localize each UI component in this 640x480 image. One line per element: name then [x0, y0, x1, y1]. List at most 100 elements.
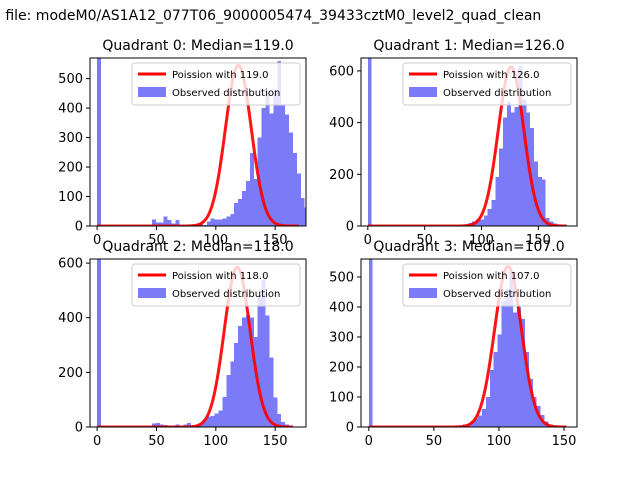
histogram-bar [474, 418, 479, 427]
x-tick-label: 0 [365, 434, 373, 449]
axes-frame [360, 258, 578, 428]
histogram-bar [234, 203, 239, 226]
y-tick-label: 200 [58, 161, 83, 176]
y-tick-label: 400 [329, 301, 354, 316]
histogram-bar [253, 336, 258, 427]
histogram-bar [296, 173, 301, 226]
histogram-bar [513, 312, 518, 427]
legend: Poission with 107.0 Observed distribution [402, 263, 572, 307]
subplot-title: Quadrant 1: Median=126.0 [373, 38, 564, 54]
histogram-bar [524, 352, 529, 427]
y-axis: 0 100 200 300 400 500 [329, 271, 361, 436]
y-tick-label: 0 [346, 220, 354, 235]
x-tick-label: 100 [487, 434, 512, 449]
legend-label: Observed distribution [443, 289, 551, 300]
histogram-bar [493, 352, 498, 427]
subplot-title: Quadrant 2: Median=118.0 [102, 239, 293, 255]
y-tick-label: 600 [58, 257, 83, 272]
axes-frame [360, 57, 578, 227]
y-tick-label: 400 [58, 311, 83, 326]
y-tick-label: 500 [329, 271, 354, 286]
histogram-bar [485, 397, 490, 427]
histogram-bar [541, 179, 546, 226]
histogram-bar [202, 224, 207, 226]
histogram-bar [277, 60, 282, 226]
legend-patch-swatch [138, 288, 166, 298]
histogram-bar [281, 104, 286, 226]
histogram-bar [300, 198, 305, 226]
histogram-bar [245, 181, 250, 226]
histogram-bar [528, 379, 533, 427]
histogram-bar [222, 396, 227, 427]
subplot-quadrant-2: Quadrant 2: Median=118.0 0 50 100 150 0 200 400… [58, 239, 307, 449]
x-axis: 0 50 100 150 [93, 427, 288, 449]
y-tick-label: 300 [58, 131, 83, 146]
histogram-bar [214, 413, 219, 427]
legend-label: Observed distribution [172, 289, 280, 300]
histogram-bar [367, 58, 372, 226]
x-tick-label: 150 [526, 233, 551, 248]
legend-box [402, 263, 572, 307]
histogram-bar [155, 422, 160, 427]
histogram-bar [534, 161, 538, 226]
histogram-bar [495, 176, 500, 226]
y-tick-label: 500 [58, 72, 83, 87]
histogram-bar [151, 423, 156, 427]
histogram-bar [514, 107, 519, 226]
histogram-bar [249, 317, 254, 427]
histogram-bar [202, 419, 207, 427]
histogram-bar [479, 219, 484, 226]
x-tick-label: 50 [148, 233, 165, 248]
x-axis: 0 50 100 150 [365, 427, 577, 449]
histogram-bar [497, 334, 502, 427]
histogram-bar [226, 216, 231, 226]
histogram-bar [151, 219, 156, 226]
histogram-bar [505, 289, 510, 427]
y-axis: 0 100 200 300 400 500 [58, 72, 90, 235]
histogram-bar [491, 200, 496, 226]
axes-frame [89, 258, 307, 428]
subplot-quadrant-0: Quadrant 0: Median=119.0 0 50 100 150 0 100 200… [58, 38, 307, 248]
histogram-bar [253, 178, 258, 226]
histogram-bar [289, 132, 293, 226]
legend-label: Poission with 119.0 [172, 70, 268, 81]
histogram-bar [522, 99, 527, 226]
y-tick-label: 400 [58, 102, 83, 117]
histogram-bar [242, 317, 246, 427]
x-tick-label: 150 [552, 434, 577, 449]
legend-patch-swatch [409, 288, 437, 298]
histogram-bar [261, 108, 266, 226]
subplot-title: Quadrant 3: Median=107.0 [373, 239, 564, 255]
x-tick-label: 50 [148, 434, 165, 449]
poisson-curve [96, 63, 300, 226]
subplot-quadrant-1: Quadrant 1: Median=126.0 0 50 100 150 0 200 400… [329, 38, 578, 248]
legend-patch-swatch [138, 87, 166, 97]
legend-label: Observed distribution [172, 88, 280, 99]
x-tick-label: 100 [469, 233, 494, 248]
x-tick-label: 50 [416, 233, 433, 248]
histogram-bar [187, 422, 192, 427]
histogram-bar [163, 216, 168, 226]
histogram-bar [537, 176, 542, 226]
histogram-bar [97, 58, 102, 226]
x-tick-label: 0 [93, 233, 101, 248]
histogram-bar [368, 259, 373, 427]
legend: Poission with 118.0 Observed distribution [131, 263, 301, 307]
histogram-bar [155, 222, 160, 226]
histogram-bar [230, 361, 235, 427]
histogram-bar [532, 397, 537, 427]
histogram-bar [214, 219, 219, 226]
histogram-bar [281, 422, 286, 427]
legend-label: Observed distribution [443, 88, 551, 99]
subplot-title: Quadrant 0: Median=119.0 [102, 38, 293, 54]
y-tick-label: 0 [346, 421, 354, 436]
histogram-bar [249, 152, 254, 226]
legend-box [131, 263, 301, 307]
histogram-bar [269, 357, 274, 427]
plot-area [96, 58, 306, 226]
histogram-bar [506, 101, 511, 226]
histogram-bar [509, 270, 514, 427]
histogram-bar [487, 209, 492, 226]
histogram-bar [159, 222, 164, 226]
histogram-bars [97, 58, 306, 226]
